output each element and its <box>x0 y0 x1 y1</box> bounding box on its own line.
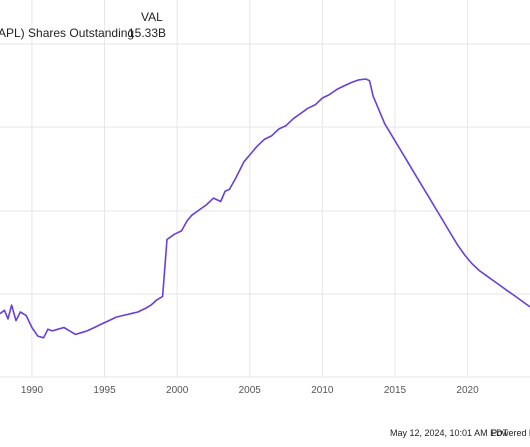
x-axis: 1990 1995 2000 2005 2010 2015 2020 <box>21 385 479 396</box>
footer-timestamp: May 12, 2024, 10:01 AM EDT <box>390 428 509 438</box>
x-tick-label: 2020 <box>456 385 479 396</box>
legend-series-label: APL) Shares Outstanding <box>0 26 134 40</box>
grid <box>0 0 530 378</box>
footer-powered-by: Powered by <box>491 428 530 438</box>
series-lines <box>0 78 530 339</box>
x-tick-label: 2010 <box>311 385 334 396</box>
x-tick-label: 1990 <box>21 385 44 396</box>
x-tick-label: 1995 <box>93 385 116 396</box>
x-tick-label: 2000 <box>166 385 189 396</box>
series-line <box>0 78 530 339</box>
x-tick-label: 2005 <box>239 385 262 396</box>
legend-val-header: VAL <box>141 10 163 24</box>
legend-series-value: 15.33B <box>128 26 166 40</box>
x-tick-label: 2015 <box>384 385 407 396</box>
